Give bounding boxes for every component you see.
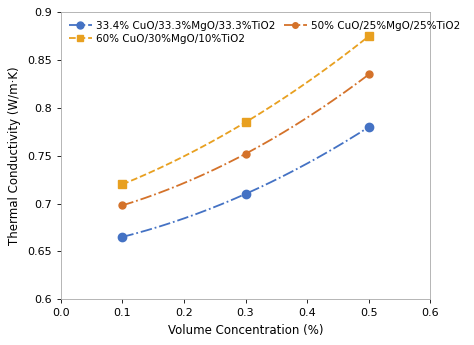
Legend: 33.4% CuO/33.3%MgO/33.3%TiO2, 60% CuO/30%MgO/10%TiO2, 50% CuO/25%MgO/25%TiO2: 33.4% CuO/33.3%MgO/33.3%TiO2, 60% CuO/30… xyxy=(66,18,463,47)
X-axis label: Volume Concentration (%): Volume Concentration (%) xyxy=(168,324,323,337)
Y-axis label: Thermal Conductivity (W/m·K): Thermal Conductivity (W/m·K) xyxy=(9,66,21,245)
